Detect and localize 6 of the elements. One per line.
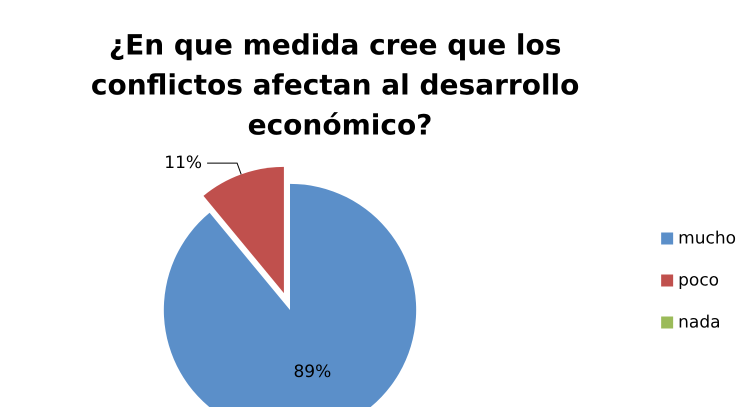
legend-label: nada: [678, 312, 721, 332]
legend-label: poco: [678, 270, 720, 290]
chart-title: ¿En que medida cree que los conflictos afectan al desarrollo económico?: [90, 28, 590, 142]
data-label: 89%: [293, 362, 332, 382]
legend-label: mucho: [678, 228, 736, 248]
data-label: 11%: [164, 153, 202, 174]
